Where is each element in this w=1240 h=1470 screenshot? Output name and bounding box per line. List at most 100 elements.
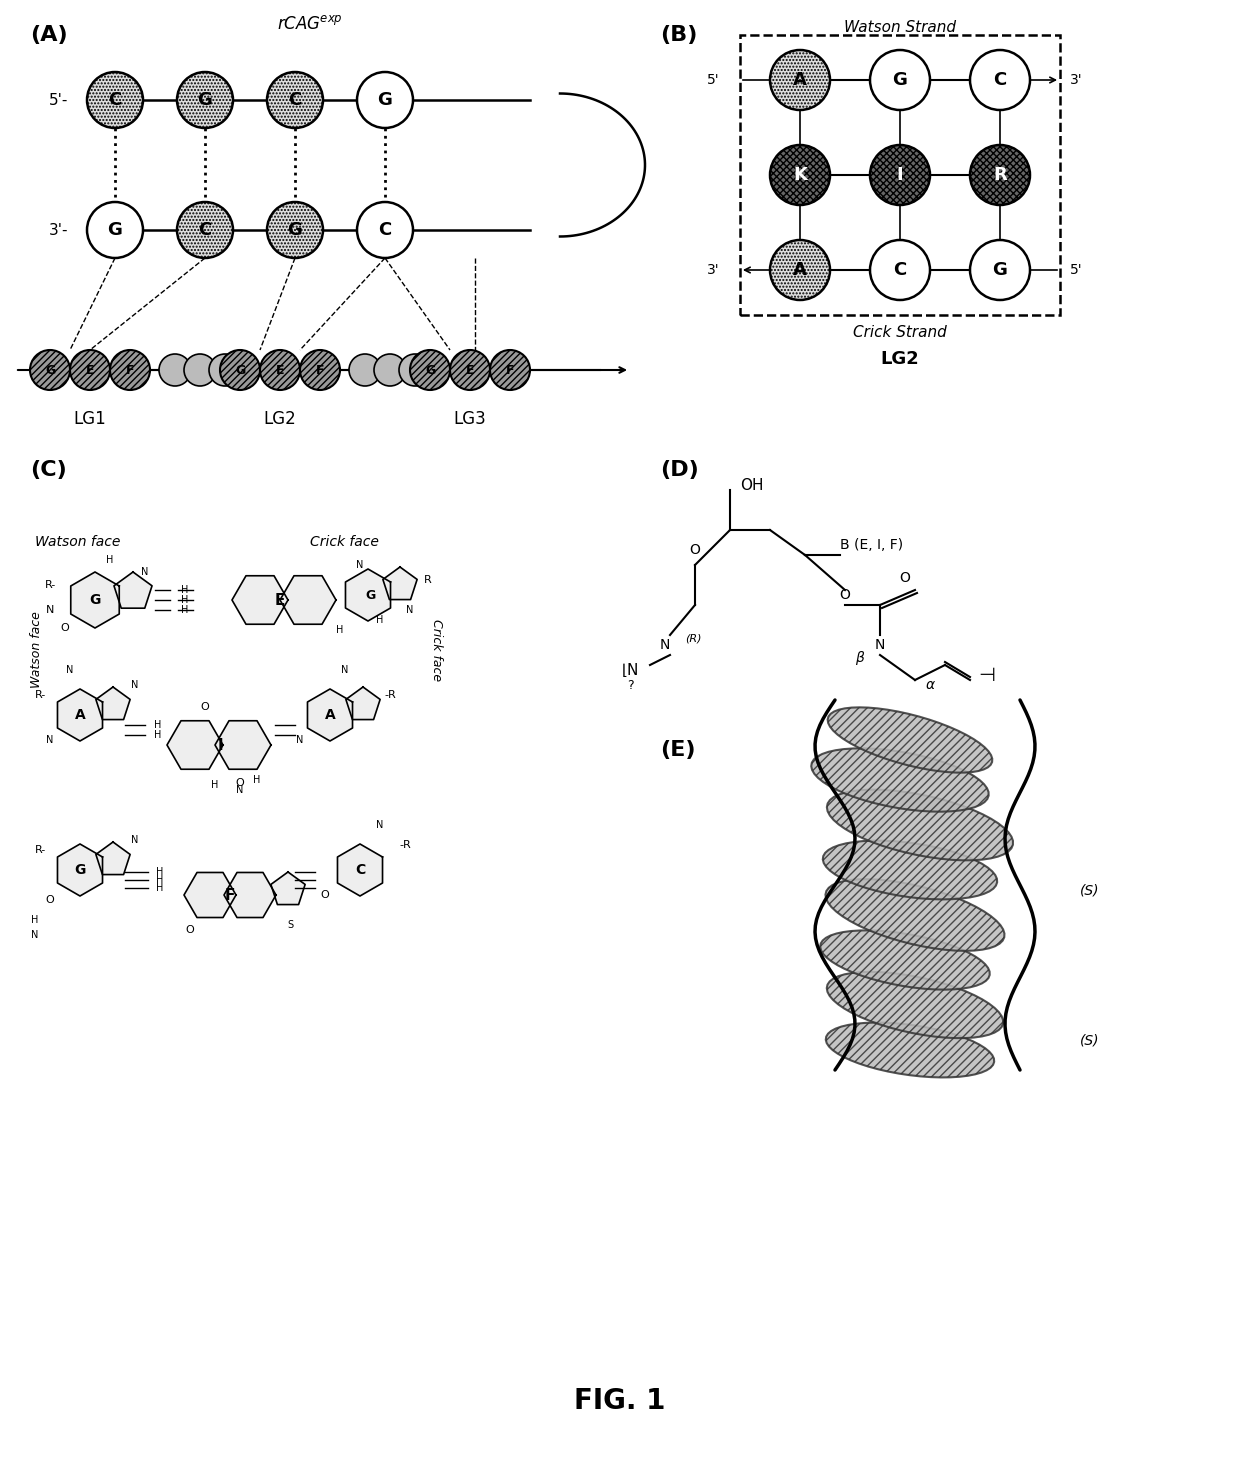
Text: N: N <box>356 560 363 570</box>
Text: N: N <box>141 567 149 578</box>
Circle shape <box>348 354 381 387</box>
Text: O: O <box>689 542 701 557</box>
Text: $\lfloor$N: $\lfloor$N <box>621 662 639 679</box>
Text: G: G <box>234 363 246 376</box>
Circle shape <box>410 350 450 390</box>
Text: N: N <box>46 735 53 745</box>
Text: G: G <box>425 363 435 376</box>
Text: LG2: LG2 <box>264 410 296 428</box>
Text: G: G <box>893 71 908 90</box>
Polygon shape <box>827 972 1003 1038</box>
Circle shape <box>210 354 241 387</box>
Circle shape <box>770 50 830 110</box>
Text: 5': 5' <box>707 74 720 87</box>
Polygon shape <box>95 686 130 719</box>
Text: (E): (E) <box>660 739 696 760</box>
Text: N: N <box>407 606 414 614</box>
Polygon shape <box>95 842 130 875</box>
Text: O: O <box>321 889 330 900</box>
Text: F: F <box>506 363 515 376</box>
Text: H: H <box>181 585 188 595</box>
Text: O: O <box>899 570 910 585</box>
Text: H: H <box>154 720 161 731</box>
Circle shape <box>490 350 529 390</box>
Polygon shape <box>827 789 1013 860</box>
Polygon shape <box>308 689 352 741</box>
Circle shape <box>159 354 191 387</box>
Text: LG3: LG3 <box>454 410 486 428</box>
Circle shape <box>399 354 432 387</box>
Text: H: H <box>376 614 383 625</box>
Circle shape <box>267 201 322 259</box>
Text: F: F <box>316 363 324 376</box>
Text: N: N <box>660 638 670 653</box>
Polygon shape <box>270 872 305 904</box>
Text: Crick face: Crick face <box>310 535 379 548</box>
Text: N: N <box>376 820 383 831</box>
Text: ?: ? <box>626 679 634 691</box>
Circle shape <box>970 240 1030 300</box>
Polygon shape <box>167 720 223 769</box>
Polygon shape <box>71 572 119 628</box>
Text: O: O <box>201 703 210 711</box>
Text: I: I <box>897 166 903 184</box>
Polygon shape <box>346 569 391 620</box>
Text: 3': 3' <box>1070 74 1083 87</box>
Circle shape <box>177 201 233 259</box>
Text: E: E <box>275 363 284 376</box>
Circle shape <box>357 201 413 259</box>
Text: $\beta$: $\beta$ <box>854 648 866 667</box>
Text: (D): (D) <box>660 460 699 481</box>
Text: (B): (B) <box>660 25 697 46</box>
Text: G: G <box>992 262 1007 279</box>
Text: (C): (C) <box>30 460 67 481</box>
Circle shape <box>30 350 69 390</box>
Text: H: H <box>181 606 188 614</box>
Text: $\alpha$: $\alpha$ <box>925 678 935 692</box>
Circle shape <box>870 50 930 110</box>
Polygon shape <box>215 720 272 769</box>
Text: R-: R- <box>35 689 46 700</box>
Polygon shape <box>232 576 288 625</box>
Text: C: C <box>378 220 392 240</box>
Text: Watson Strand: Watson Strand <box>844 21 956 35</box>
Circle shape <box>69 350 110 390</box>
Text: E: E <box>275 592 285 607</box>
Text: C: C <box>893 262 906 279</box>
Text: 5'-: 5'- <box>48 93 68 107</box>
Text: G: G <box>288 220 303 240</box>
Polygon shape <box>827 707 992 773</box>
Polygon shape <box>826 879 1004 951</box>
Circle shape <box>357 72 413 128</box>
Text: G: G <box>197 91 212 109</box>
Text: G: G <box>89 592 100 607</box>
Text: N: N <box>131 681 139 689</box>
Text: N: N <box>237 785 244 795</box>
Text: H: H <box>154 731 161 739</box>
Text: Crick face: Crick face <box>430 619 443 681</box>
Text: A: A <box>325 709 335 722</box>
Polygon shape <box>383 567 417 600</box>
Text: R-: R- <box>35 845 46 856</box>
Polygon shape <box>184 873 236 917</box>
Polygon shape <box>224 873 277 917</box>
Text: (A): (A) <box>30 25 68 46</box>
Text: Watson face: Watson face <box>30 612 43 688</box>
Text: C: C <box>355 863 365 878</box>
Text: H: H <box>211 781 218 789</box>
Circle shape <box>110 350 150 390</box>
Polygon shape <box>346 686 381 719</box>
Text: LG2: LG2 <box>880 350 919 368</box>
Text: N: N <box>66 664 73 675</box>
Text: H: H <box>336 625 343 635</box>
Text: E: E <box>86 363 94 376</box>
Text: H: H <box>31 914 38 925</box>
Circle shape <box>87 72 143 128</box>
Text: Watson face: Watson face <box>35 535 120 548</box>
Text: 3'-: 3'- <box>48 222 68 238</box>
Text: O: O <box>46 895 55 906</box>
Text: R: R <box>993 166 1007 184</box>
Text: B (E, I, F): B (E, I, F) <box>839 538 903 553</box>
Polygon shape <box>337 844 382 897</box>
Circle shape <box>770 240 830 300</box>
